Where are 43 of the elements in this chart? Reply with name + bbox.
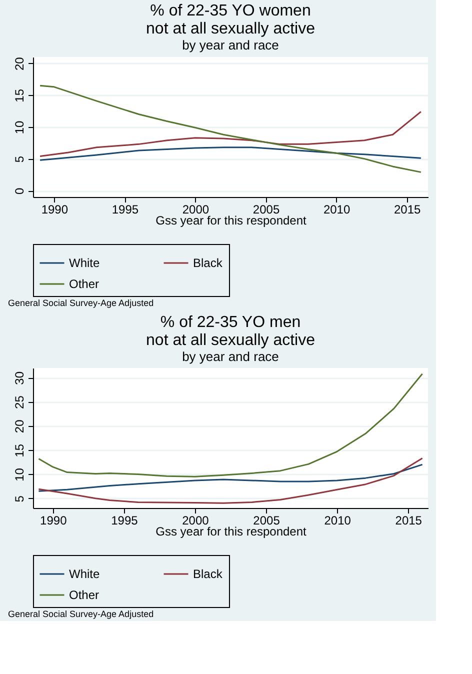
x-tick-label: 1990	[40, 514, 68, 528]
y-tick-label: 10	[12, 468, 26, 482]
line-series	[38, 373, 424, 478]
x-tick-label: 2010	[324, 514, 352, 528]
y-tick-label: 15	[12, 444, 26, 458]
text: General Social Survey-Age Adjusted	[8, 298, 154, 308]
x-tick-label: 2010	[323, 202, 350, 216]
line-series	[39, 146, 422, 161]
x-tick-label: 1995	[111, 514, 138, 528]
y-tick-label: 20	[12, 419, 26, 434]
y-tick-label: 15	[12, 88, 26, 102]
y-tick-label: 10	[12, 120, 26, 134]
x-tick-label: 2005	[252, 202, 280, 216]
y-tick-label: 0	[12, 187, 26, 194]
x-axis-title: Gss year for this respondent	[156, 524, 308, 538]
x-tick-label: 2000	[182, 202, 210, 216]
x-tick-label: 1990	[41, 202, 68, 216]
y-tick-label: 5	[12, 156, 26, 163]
x-tick-label: 2005	[253, 514, 280, 528]
text: General Social Survey-Age Adjusted	[8, 609, 154, 619]
chart-title: % of 22-35 YO men not at all sexually active	[146, 314, 316, 349]
legend-label: White	[69, 256, 100, 270]
legend-label: Other	[69, 277, 100, 291]
x-tick-label: 1995	[112, 202, 139, 216]
x-tick-label: 2015	[394, 202, 422, 216]
legend-label: Black	[193, 256, 224, 270]
x-axis-title: Gss year for this respondent	[156, 214, 308, 228]
line-series	[38, 464, 424, 492]
y-tick-label: 25	[12, 395, 26, 409]
x-tick-label: 2000	[182, 514, 210, 528]
chart-subtitle: by year and race	[182, 38, 279, 53]
legend-label: Other	[69, 588, 100, 602]
line-series	[39, 110, 422, 158]
chart-subtitle: by year and race	[182, 349, 279, 364]
legend-label: White	[69, 567, 100, 581]
y-tick-label: 20	[12, 56, 26, 71]
legend-label: Black	[193, 567, 224, 581]
x-tick-label: 2015	[395, 514, 422, 528]
line-series	[39, 84, 422, 173]
y-tick-label: 30	[12, 371, 26, 385]
chart-title: % of 22-35 YO women not at all sexually active	[146, 2, 316, 38]
y-tick-label: 5	[12, 495, 26, 502]
line-series	[38, 458, 424, 504]
